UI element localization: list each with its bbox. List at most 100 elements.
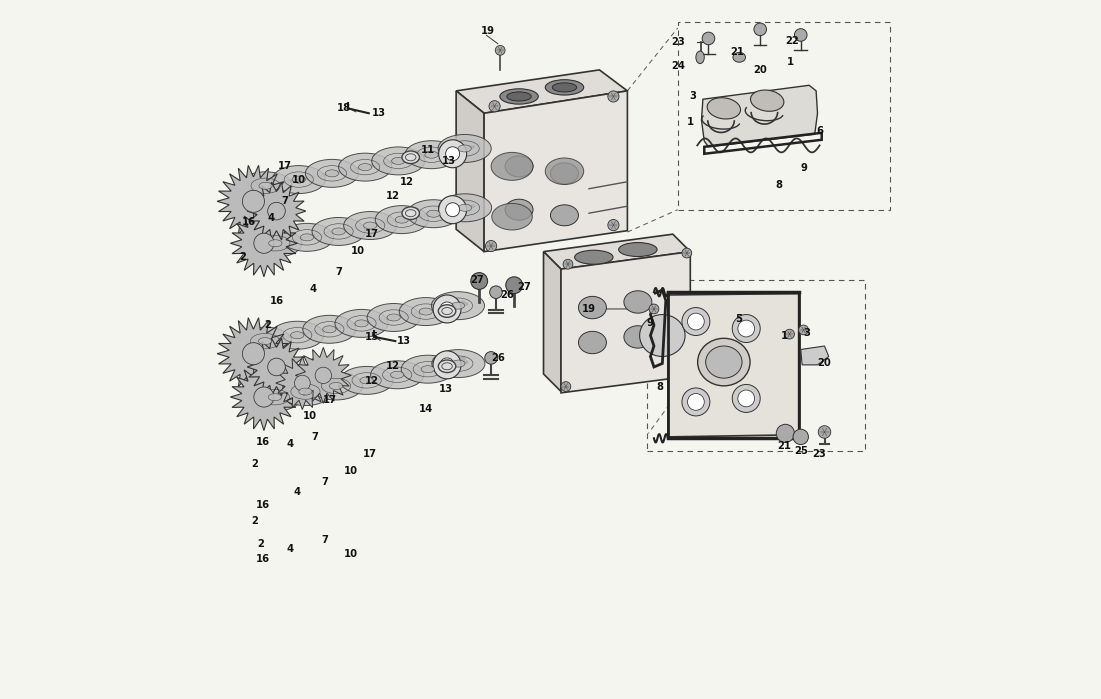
- Text: 16: 16: [255, 437, 270, 447]
- Ellipse shape: [372, 147, 425, 175]
- Ellipse shape: [259, 338, 272, 345]
- Circle shape: [486, 240, 497, 252]
- Text: 7: 7: [312, 432, 318, 442]
- Text: 4: 4: [268, 213, 274, 223]
- Ellipse shape: [269, 394, 282, 401]
- Ellipse shape: [309, 372, 362, 400]
- Text: 27: 27: [517, 282, 532, 291]
- Circle shape: [254, 387, 274, 407]
- Text: 26: 26: [491, 353, 505, 363]
- Text: 4: 4: [287, 544, 294, 554]
- Ellipse shape: [271, 322, 324, 350]
- Ellipse shape: [301, 234, 314, 241]
- Ellipse shape: [491, 152, 533, 180]
- Text: 2: 2: [240, 252, 247, 262]
- Text: 23: 23: [813, 449, 827, 459]
- Text: 12: 12: [386, 191, 401, 201]
- Ellipse shape: [427, 210, 440, 217]
- Circle shape: [490, 286, 502, 298]
- Text: 2: 2: [257, 539, 264, 549]
- Ellipse shape: [553, 83, 577, 92]
- Circle shape: [702, 32, 715, 45]
- Circle shape: [732, 315, 760, 343]
- Ellipse shape: [707, 98, 741, 119]
- Circle shape: [489, 101, 500, 112]
- Text: 9: 9: [646, 318, 653, 328]
- Circle shape: [294, 375, 310, 391]
- Text: 4: 4: [309, 284, 316, 294]
- Text: 26: 26: [500, 290, 514, 300]
- Text: 12: 12: [366, 376, 379, 386]
- Polygon shape: [230, 363, 297, 431]
- Circle shape: [440, 302, 454, 316]
- Text: 5: 5: [735, 315, 742, 324]
- Polygon shape: [247, 338, 306, 396]
- Ellipse shape: [272, 166, 325, 194]
- Text: 7: 7: [321, 477, 328, 487]
- Circle shape: [785, 329, 795, 339]
- Text: 13: 13: [443, 156, 456, 166]
- Ellipse shape: [391, 371, 404, 378]
- Ellipse shape: [451, 360, 465, 367]
- Circle shape: [562, 382, 570, 391]
- Ellipse shape: [360, 377, 373, 384]
- Ellipse shape: [249, 229, 302, 257]
- Circle shape: [687, 313, 705, 330]
- Ellipse shape: [550, 205, 578, 226]
- Circle shape: [268, 358, 285, 376]
- Ellipse shape: [359, 164, 372, 171]
- Text: 1: 1: [781, 331, 788, 340]
- Text: 16: 16: [255, 554, 270, 564]
- Ellipse shape: [451, 302, 465, 309]
- Text: 15: 15: [366, 332, 379, 342]
- Text: 11: 11: [422, 145, 435, 154]
- Ellipse shape: [355, 320, 368, 327]
- Ellipse shape: [432, 291, 484, 319]
- Ellipse shape: [402, 207, 419, 219]
- Text: 10: 10: [292, 175, 306, 185]
- Ellipse shape: [419, 308, 433, 315]
- Ellipse shape: [303, 315, 356, 343]
- Text: 6: 6: [816, 127, 824, 136]
- Text: 2: 2: [251, 459, 259, 469]
- Polygon shape: [544, 252, 562, 391]
- Ellipse shape: [578, 296, 607, 319]
- Ellipse shape: [329, 382, 342, 389]
- Ellipse shape: [550, 163, 578, 184]
- Ellipse shape: [325, 170, 339, 177]
- Circle shape: [315, 367, 331, 384]
- Ellipse shape: [405, 140, 458, 168]
- Ellipse shape: [401, 355, 455, 383]
- Ellipse shape: [422, 366, 435, 373]
- Ellipse shape: [500, 89, 538, 104]
- Circle shape: [495, 45, 505, 55]
- Ellipse shape: [259, 182, 272, 189]
- Circle shape: [682, 248, 691, 258]
- Text: 3: 3: [804, 328, 810, 338]
- Circle shape: [818, 426, 831, 438]
- Text: 7: 7: [321, 535, 328, 545]
- Ellipse shape: [371, 361, 424, 389]
- Ellipse shape: [505, 156, 533, 177]
- Circle shape: [738, 320, 754, 337]
- Polygon shape: [456, 70, 628, 113]
- Ellipse shape: [305, 159, 359, 187]
- Ellipse shape: [407, 200, 460, 228]
- Ellipse shape: [344, 212, 396, 240]
- Text: 25: 25: [794, 446, 808, 456]
- Circle shape: [242, 190, 264, 212]
- Ellipse shape: [706, 346, 742, 378]
- Ellipse shape: [698, 338, 750, 386]
- Ellipse shape: [239, 327, 292, 355]
- Ellipse shape: [395, 216, 408, 223]
- Circle shape: [776, 424, 795, 442]
- Text: 20: 20: [753, 65, 767, 75]
- Text: 4: 4: [294, 487, 301, 497]
- Text: 10: 10: [351, 246, 366, 256]
- Text: 19: 19: [582, 304, 596, 314]
- Circle shape: [795, 29, 807, 41]
- Ellipse shape: [335, 310, 388, 338]
- Text: 23: 23: [672, 37, 686, 47]
- Ellipse shape: [619, 243, 657, 257]
- Circle shape: [793, 429, 808, 445]
